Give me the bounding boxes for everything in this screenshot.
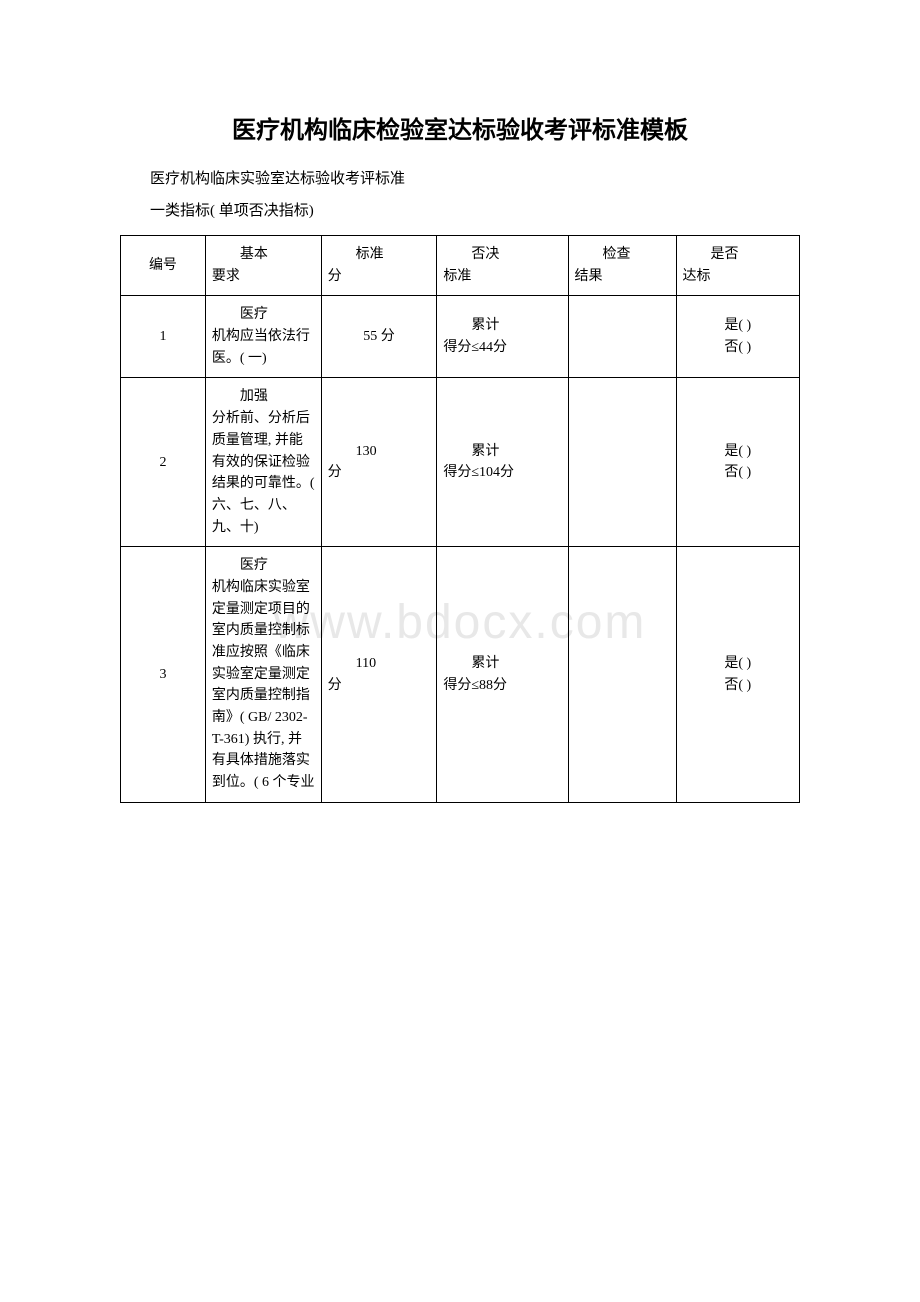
cell-pass: 是( ) 否( ) (676, 547, 799, 803)
cell-veto: 累计得分≤88分 (437, 547, 568, 803)
header-req: 基本要求 (205, 236, 321, 296)
cell-score-first: 110 (328, 653, 431, 675)
cell-veto-first: 累计 (443, 653, 561, 675)
cell-score-rest: 分 (328, 678, 342, 693)
cell-num: 2 (121, 378, 206, 547)
cell-result (568, 296, 676, 378)
cell-veto: 累计得分≤104分 (437, 378, 568, 547)
header-score-first: 标准 (328, 244, 431, 266)
cell-req: 医疗机构临床实验室定量测定项目的室内质量控制标准应按照《临床实验室定量测定室内质… (205, 547, 321, 803)
cell-veto: 累计得分≤44分 (437, 296, 568, 378)
pass-no: 否( ) (724, 465, 751, 480)
cell-req-first: 医疗 (212, 304, 315, 326)
table-header-row: 编号 基本要求 标准分 否决标准 检查结果 是否达标 (121, 236, 800, 296)
cell-score: 110 分 (321, 547, 437, 803)
header-veto-first: 否决 (443, 244, 561, 266)
cell-req-first: 加强 (212, 386, 315, 408)
cell-result (568, 547, 676, 803)
cell-req-rest: 机构应当依法行医。( 一) (212, 329, 310, 366)
cell-pass: 是( ) 否( ) (676, 378, 799, 547)
header-result: 检查结果 (568, 236, 676, 296)
pass-no: 否( ) (724, 678, 751, 693)
cell-score-rest: 分 (328, 465, 342, 480)
header-veto-suffix: 标准 (443, 269, 471, 284)
cell-score: 55 分 (321, 296, 437, 378)
header-pass: 是否达标 (676, 236, 799, 296)
table-row: 1 医疗机构应当依法行医。( 一) 55 分 累计得分≤44分 是( ) 否( … (121, 296, 800, 378)
cell-num: 1 (121, 296, 206, 378)
table-row: 2 加强分析前、分析后质量管理, 并能有效的保证检验结果的可靠性。( 六、七、八… (121, 378, 800, 547)
header-veto: 否决标准 (437, 236, 568, 296)
header-result-suffix: 结果 (575, 269, 603, 284)
cell-req: 加强分析前、分析后质量管理, 并能有效的保证检验结果的可靠性。( 六、七、八、九… (205, 378, 321, 547)
header-req-first: 基本 (212, 244, 315, 266)
pass-yes: 是( ) (724, 318, 751, 333)
table-row: 3 医疗机构临床实验室定量测定项目的室内质量控制标准应按照《临床实验室定量测定室… (121, 547, 800, 803)
pass-yes: 是( ) (724, 656, 751, 671)
page-title: 医疗机构临床检验室达标验收考评标准模板 (120, 110, 800, 145)
header-req-suffix: 要求 (212, 269, 240, 284)
standards-table: 编号 基本要求 标准分 否决标准 检查结果 是否达标 1 医疗机构应当依法行医。… (120, 235, 800, 803)
header-pass-suffix: 达标 (683, 269, 711, 284)
subtitle-2: 一类指标( 单项否决指标) (120, 199, 800, 223)
cell-score: 130 分 (321, 378, 437, 547)
document-content: 医疗机构临床检验室达标验收考评标准模板 医疗机构临床实验室达标验收考评标准 一类… (120, 110, 800, 803)
header-pass-first: 是否 (683, 244, 793, 266)
cell-veto-rest: 得分≤104分 (443, 465, 514, 480)
header-score: 标准分 (321, 236, 437, 296)
cell-veto-first: 累计 (443, 441, 561, 463)
cell-score-first: 130 (328, 441, 431, 463)
cell-req-rest: 机构临床实验室定量测定项目的室内质量控制标准应按照《临床实验室定量测定室内质量控… (212, 580, 315, 790)
subtitle-1: 医疗机构临床实验室达标验收考评标准 (120, 167, 800, 191)
cell-veto-first: 累计 (443, 315, 561, 337)
cell-req-first: 医疗 (212, 555, 315, 577)
cell-pass: 是( ) 否( ) (676, 296, 799, 378)
cell-veto-rest: 得分≤44分 (443, 340, 507, 355)
pass-no: 否( ) (724, 340, 751, 355)
cell-req: 医疗机构应当依法行医。( 一) (205, 296, 321, 378)
header-num: 编号 (121, 236, 206, 296)
cell-veto-rest: 得分≤88分 (443, 678, 507, 693)
pass-yes: 是( ) (724, 444, 751, 459)
header-score-suffix: 分 (328, 269, 342, 284)
cell-result (568, 378, 676, 547)
cell-num: 3 (121, 547, 206, 803)
header-result-first: 检查 (575, 244, 670, 266)
cell-req-rest: 分析前、分析后质量管理, 并能有效的保证检验结果的可靠性。( 六、七、八、九、十… (212, 411, 315, 534)
